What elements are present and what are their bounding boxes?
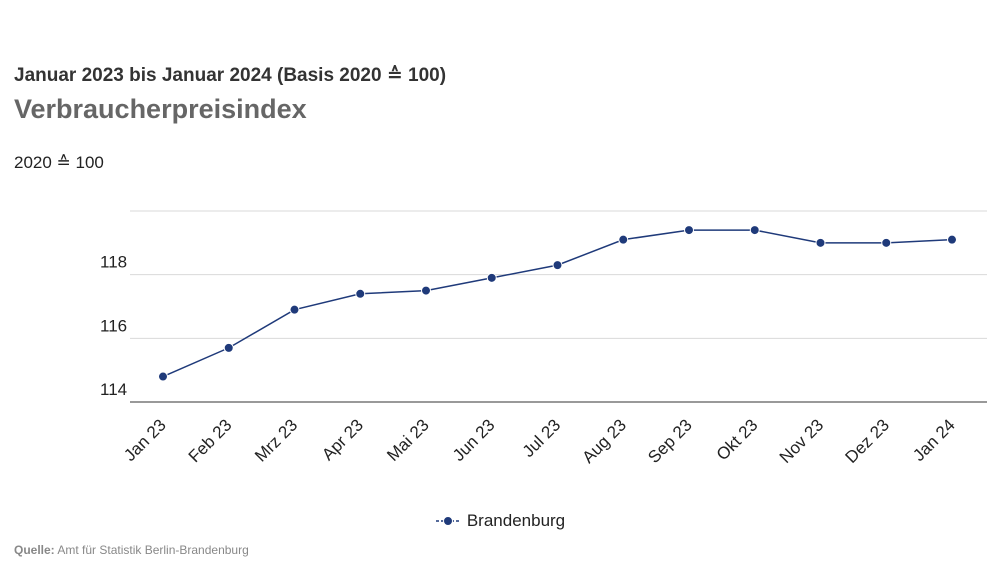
data-point xyxy=(684,225,694,236)
y-axis-ticks: 114 116 118 xyxy=(100,253,127,399)
legend-label-brandenburg: Brandenburg xyxy=(466,511,566,530)
chart-subtitle: Januar 2023 bis Januar 2024 (Basis 2020 … xyxy=(14,65,447,86)
legend-marker-icon xyxy=(435,512,461,532)
x-tick-label: Dez 23 xyxy=(842,415,894,467)
data-point xyxy=(815,237,826,248)
data-point xyxy=(486,272,497,283)
x-tick-label: Apr 23 xyxy=(318,415,367,464)
x-tick-label: Feb 23 xyxy=(185,415,236,466)
data-point xyxy=(421,285,431,296)
legend[interactable]: Brandenburg xyxy=(0,511,1000,532)
x-tick-label: Jun 23 xyxy=(449,415,499,465)
y-tick-label: 114 xyxy=(100,380,127,399)
series-line xyxy=(162,229,953,378)
data-point xyxy=(223,342,234,353)
x-tick-label: Mrz 23 xyxy=(251,415,301,465)
x-axis-ticks: Jan 23 Feb 23 Mrz 23 Apr 23 Mai 23 Jun 23 Jul … xyxy=(120,415,959,467)
y-tick-label: 116 xyxy=(100,316,127,335)
chart-title: Verbraucherpreisindex xyxy=(14,94,307,124)
data-point xyxy=(552,260,563,271)
data-point xyxy=(881,237,892,248)
x-tick-label: Nov 23 xyxy=(776,415,828,467)
data-point xyxy=(618,234,629,245)
x-tick-label: Jul 23 xyxy=(519,415,565,461)
data-point xyxy=(749,225,760,236)
y-axis-unit-label: 2020 ≙ 100 xyxy=(14,153,104,172)
x-tick-label: Sep 23 xyxy=(644,415,696,467)
data-point xyxy=(355,288,366,299)
data-point xyxy=(289,304,300,315)
x-tick-label: Jan 23 xyxy=(120,415,170,465)
source-label: Quelle: xyxy=(14,543,55,557)
source-text: Amt für Statistik Berlin-Brandenburg xyxy=(57,543,249,557)
source-note: Quelle: Amt für Statistik Berlin-Branden… xyxy=(14,543,249,557)
x-tick-label: Aug 23 xyxy=(579,415,631,467)
x-tick-label: Mai 23 xyxy=(383,415,433,465)
x-tick-label: Jan 24 xyxy=(909,415,959,465)
y-tick-label: 118 xyxy=(100,253,127,272)
grid-lines xyxy=(130,210,987,339)
x-tick-label: Okt 23 xyxy=(713,415,762,464)
data-point xyxy=(158,371,168,382)
series-brandenburg[interactable] xyxy=(158,225,957,382)
data-point xyxy=(947,234,957,245)
